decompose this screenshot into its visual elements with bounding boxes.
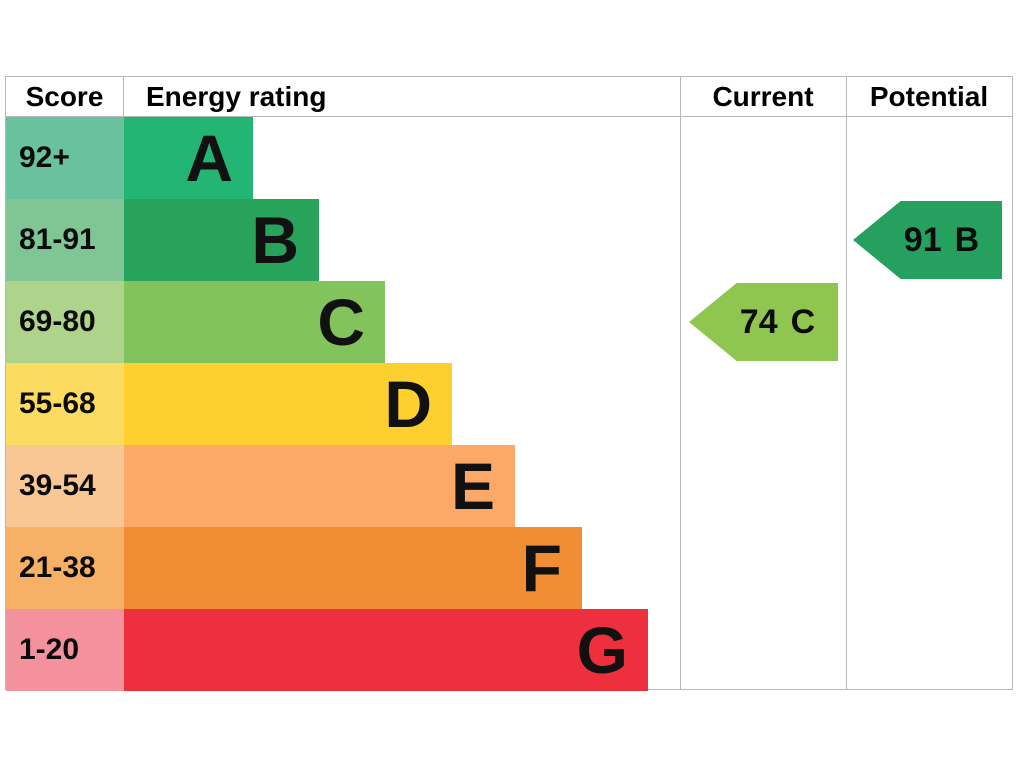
score-range-e: 39-54 <box>6 445 124 527</box>
rating-bar-a: A <box>124 117 253 199</box>
score-range-c: 69-80 <box>6 281 124 363</box>
rating-rows-area: 92+ A 81-91 B 69-80 C 55-68 D 39-54 E 21-38 F 1-20 G <box>6 117 1012 691</box>
rating-bar-d: D <box>124 363 452 445</box>
potential-rating-band: B <box>954 220 980 259</box>
header-score: Score <box>6 77 124 116</box>
rating-row-f: 21-38 F <box>6 527 1012 609</box>
rating-row-g: 1-20 G <box>6 609 1012 691</box>
score-range-f: 21-38 <box>6 527 124 609</box>
header-energy-rating: Energy rating <box>146 80 327 112</box>
rating-row-c: 69-80 C <box>6 281 1012 363</box>
current-rating-score: 74 <box>739 302 778 341</box>
band-letter-g: G <box>576 613 628 687</box>
band-letter-f: F <box>521 531 562 605</box>
band-letter-c: C <box>317 285 365 359</box>
rating-row-a: 92+ A <box>6 117 1012 199</box>
score-range-b: 81-91 <box>6 199 124 281</box>
rating-row-b: 81-91 B <box>6 199 1012 281</box>
band-letter-d: D <box>384 367 432 441</box>
epc-rating-table: Score Energy rating Current Potential 92… <box>5 76 1013 691</box>
header-potential: Potential <box>869 80 989 112</box>
current-column-divider <box>680 77 681 689</box>
rating-row-e: 39-54 E <box>6 445 1012 527</box>
score-range-a: 92+ <box>6 117 124 199</box>
score-range-d: 55-68 <box>6 363 124 445</box>
rating-bar-f: F <box>124 527 582 609</box>
header-current: Current <box>712 80 814 112</box>
band-letter-b: B <box>251 203 299 277</box>
band-letter-a: A <box>185 121 233 195</box>
rating-bar-g: G <box>124 609 648 691</box>
potential-rating-score: 91 <box>903 220 942 259</box>
rating-bar-e: E <box>124 445 515 527</box>
table-header-row: Score Energy rating Current Potential <box>6 77 1012 117</box>
rating-bar-c: C <box>124 281 385 363</box>
rating-bar-b: B <box>124 199 319 281</box>
rating-row-d: 55-68 D <box>6 363 1012 445</box>
score-range-g: 1-20 <box>6 609 124 691</box>
current-rating-band: C <box>790 302 816 341</box>
band-letter-e: E <box>450 449 495 523</box>
potential-column-divider <box>846 77 847 689</box>
